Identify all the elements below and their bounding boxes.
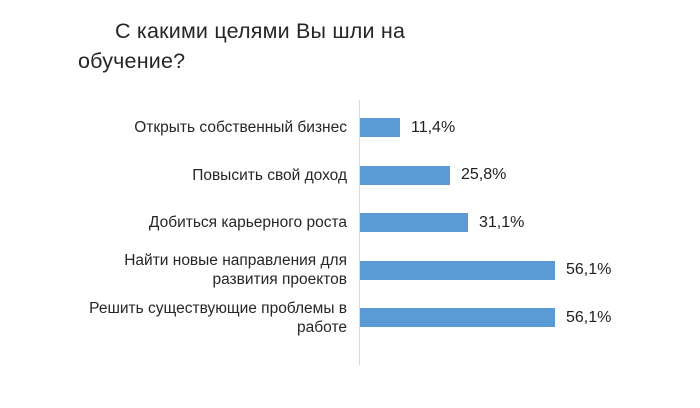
category-label: Решить существующие проблемы в работе xyxy=(89,299,347,336)
chart-title-line-2: обучение? xyxy=(78,49,186,73)
bar xyxy=(360,213,468,233)
bar-zone: 25,8% xyxy=(359,152,700,200)
bar xyxy=(360,165,450,185)
bar-row: Добиться карьерного роста 31,1% xyxy=(0,199,700,247)
bar-row: Открыть собственный бизнес 11,4% xyxy=(0,104,700,152)
category-label: Найти новые направления для развития прое… xyxy=(124,252,347,289)
category-label: Повысить свой доход xyxy=(192,166,347,184)
category-label: Открыть собственный бизнес xyxy=(134,119,347,137)
bar-row: Решить существующие проблемы в работе 56,… xyxy=(0,294,700,342)
bar-rows: Открыть собственный бизнес 11,4% Повысит… xyxy=(0,104,700,342)
bar-zone: 31,1% xyxy=(359,199,700,247)
category-label: Добиться карьерного роста xyxy=(148,214,347,232)
plot-area: Открыть собственный бизнес 11,4% Повысит… xyxy=(0,100,700,365)
value-label: 11,4% xyxy=(411,118,456,136)
y-axis-line xyxy=(359,100,360,365)
value-label: 56,1% xyxy=(566,308,612,326)
bar-row: Повысить свой доход 25,8% xyxy=(0,152,700,200)
bar-zone: 56,1% xyxy=(359,294,700,342)
bar xyxy=(360,118,400,138)
bar-row: Найти новые направления для развития прое… xyxy=(0,247,700,295)
value-label: 56,1% xyxy=(566,261,612,279)
chart-title-line-1: С какими целями Вы шли на xyxy=(115,19,406,43)
bar-zone: 56,1% xyxy=(359,247,700,295)
value-label: 31,1% xyxy=(479,213,525,231)
bar xyxy=(360,308,555,328)
chart-title: С какими целями Вы шли на обучение? xyxy=(78,16,498,76)
value-label: 25,8% xyxy=(461,166,507,184)
bar-zone: 11,4% xyxy=(359,104,700,152)
bar xyxy=(360,260,555,280)
